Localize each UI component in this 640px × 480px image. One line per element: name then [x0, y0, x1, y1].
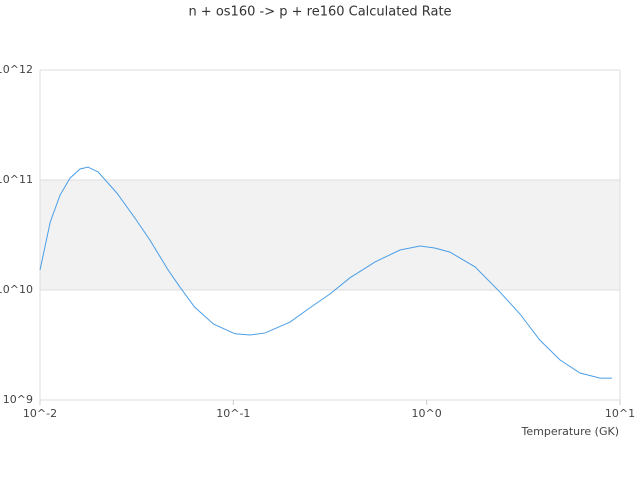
- y-tick-label: 10^11: [0, 173, 33, 186]
- y-tick-label: 10^9: [3, 393, 33, 406]
- line-series: [39, 166, 613, 379]
- y-tick-label: 10^12: [0, 63, 33, 76]
- grid: [39, 69, 621, 405]
- bands: [40, 180, 620, 290]
- x-tick-label: 10^0: [412, 407, 442, 420]
- band: [40, 180, 620, 290]
- x-tick-label: 10^1: [605, 407, 635, 420]
- chart-title: n + os160 -> p + re160 Calculated Rate: [188, 5, 451, 20]
- x-tick-label: 10^-1: [216, 407, 250, 420]
- marks: [39, 166, 613, 379]
- x-axis-title: Temperature (GK): [521, 425, 620, 438]
- x-tick-label: 10^-2: [23, 407, 57, 420]
- y-tick-label: 10^10: [0, 283, 33, 296]
